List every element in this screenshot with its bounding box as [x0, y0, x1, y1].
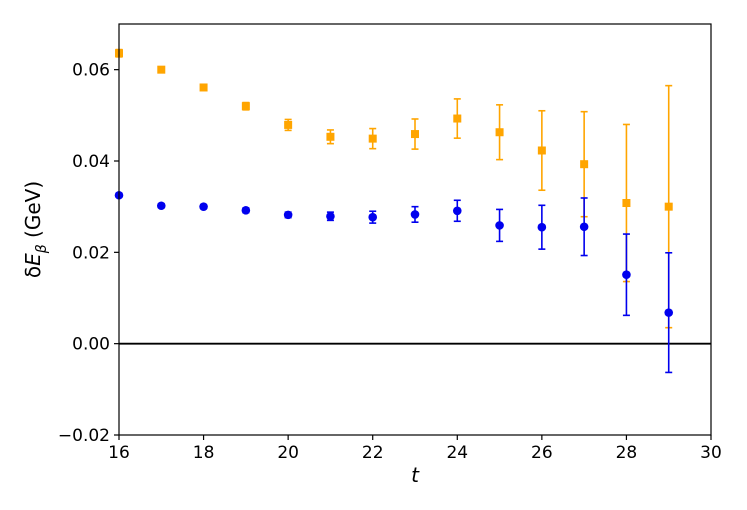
data-point-square	[368, 134, 377, 143]
data-point-circle	[664, 308, 674, 317]
y-tick-label: 0.04	[72, 152, 110, 172]
data-point-square	[622, 199, 631, 208]
data-point-square	[284, 120, 293, 129]
data-point-circle	[622, 270, 631, 280]
data-point-circle	[452, 206, 462, 216]
data-point-circle	[579, 222, 589, 232]
data-point-circle	[199, 202, 208, 211]
data-point-square	[157, 65, 166, 74]
data-point-circle	[241, 206, 251, 215]
y-axis-label: δEβ (GeV)	[21, 181, 50, 278]
data-point-circle	[537, 222, 547, 232]
plot-area	[114, 48, 711, 374]
data-point-square	[326, 132, 335, 141]
data-point-square	[580, 160, 589, 169]
data-point-square	[411, 130, 419, 139]
axes-frame	[118, 23, 712, 436]
data-point-square	[664, 202, 673, 211]
data-point-circle	[410, 210, 420, 219]
y-tick-label: −0.02	[58, 426, 110, 446]
x-axis: 16 18 20 22 24 26 28 30	[108, 435, 722, 463]
x-tick-label: 24	[446, 443, 468, 463]
y-axis-label-sub: β	[34, 244, 50, 254]
data-point-square	[453, 114, 462, 123]
x-axis-label: t	[411, 463, 420, 487]
x-tick-label: 18	[193, 443, 215, 463]
data-point-circle	[283, 210, 293, 220]
y-tick-label: 0.06	[72, 61, 110, 81]
y-tick-label: 0.00	[72, 335, 110, 355]
x-tick-label: 28	[616, 443, 638, 463]
y-axis-label-var: E	[21, 253, 45, 266]
data-point-square	[537, 146, 546, 155]
data-point-square	[495, 128, 504, 137]
x-tick-label: 16	[108, 443, 130, 463]
data-point-circle	[368, 212, 378, 222]
data-point-circle	[326, 211, 335, 221]
y-tick-label: 0.02	[72, 243, 110, 263]
x-tick-label: 30	[700, 443, 722, 463]
data-point-square	[199, 83, 208, 92]
data-point-circle	[156, 201, 166, 211]
y-axis: −0.02 0.00 0.02 0.04 0.06	[58, 61, 119, 446]
y-axis-label-prefix: δ	[21, 266, 45, 278]
x-tick-label: 26	[531, 443, 553, 463]
x-tick-label: 20	[277, 443, 299, 463]
data-point-circle	[495, 221, 504, 230]
data-point-square	[241, 102, 250, 111]
y-axis-label-unit: (GeV)	[21, 181, 45, 244]
x-tick-label: 22	[362, 443, 384, 463]
